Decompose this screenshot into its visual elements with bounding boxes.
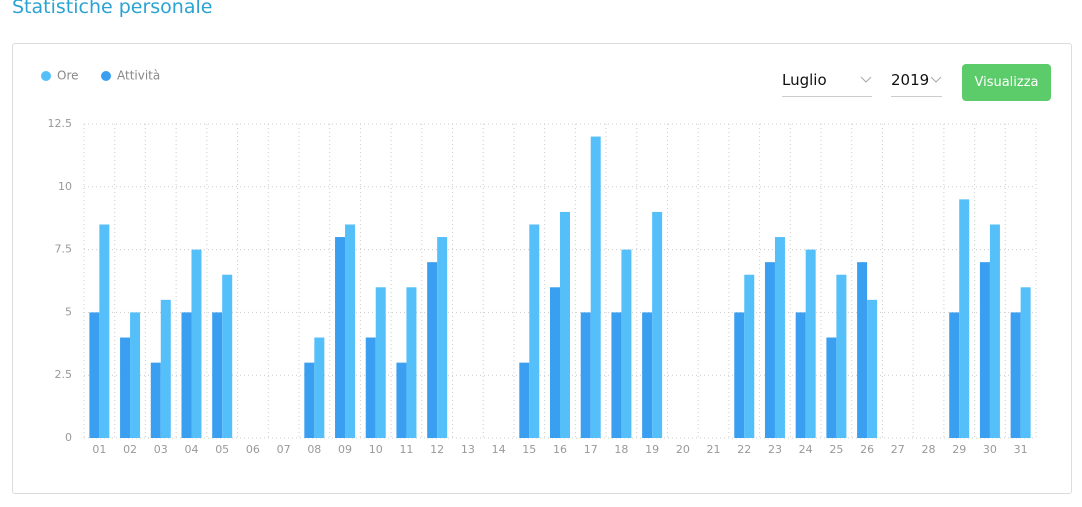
year-value: 2019 xyxy=(891,71,930,89)
month-value: Luglio xyxy=(782,71,827,89)
chevron xyxy=(860,76,872,83)
submit-button[interactable]: Visualizza xyxy=(962,64,1051,101)
chevron xyxy=(930,76,942,83)
month-select[interactable]: Luglio xyxy=(782,66,872,97)
card xyxy=(12,43,1072,494)
year-select[interactable]: 2019 xyxy=(891,66,942,97)
page-title: Statistiche personale xyxy=(12,0,213,18)
